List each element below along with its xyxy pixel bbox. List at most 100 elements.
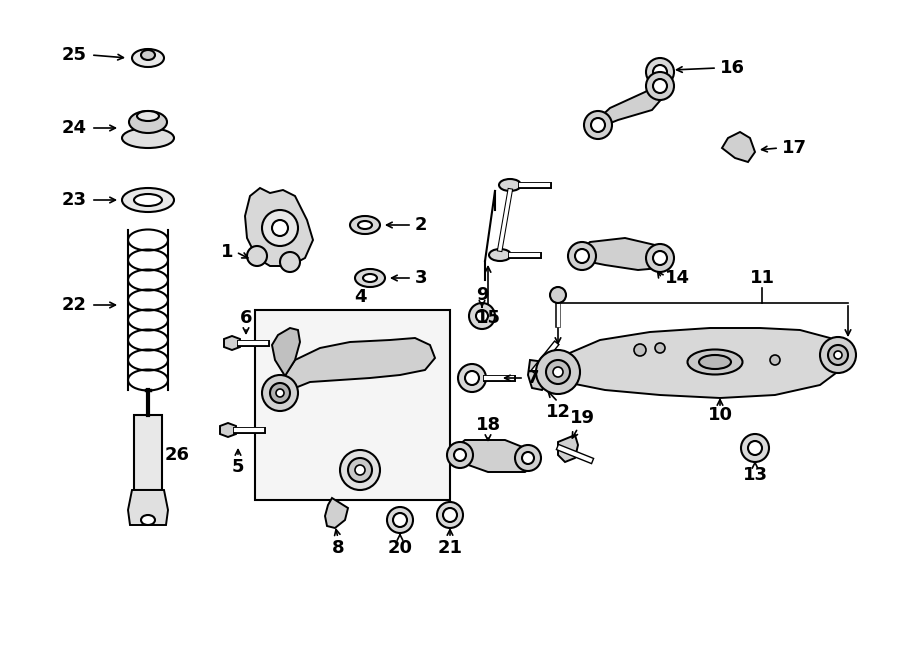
Text: 3: 3 <box>415 269 428 287</box>
Ellipse shape <box>358 221 372 229</box>
Ellipse shape <box>699 355 731 369</box>
Circle shape <box>748 441 762 455</box>
Circle shape <box>469 303 495 329</box>
Circle shape <box>443 508 457 522</box>
Text: 13: 13 <box>742 466 768 484</box>
Circle shape <box>476 310 488 322</box>
Polygon shape <box>578 238 665 270</box>
Text: 22: 22 <box>62 296 87 314</box>
Circle shape <box>655 343 665 353</box>
Circle shape <box>393 513 407 527</box>
Circle shape <box>575 249 589 263</box>
Ellipse shape <box>350 216 380 234</box>
Text: 20: 20 <box>388 539 412 557</box>
Polygon shape <box>128 490 168 525</box>
Polygon shape <box>245 188 313 266</box>
Circle shape <box>247 246 267 266</box>
Circle shape <box>536 350 580 394</box>
Bar <box>134 415 162 490</box>
Text: 25: 25 <box>62 46 87 64</box>
Circle shape <box>276 389 284 397</box>
Circle shape <box>653 251 667 265</box>
Text: 24: 24 <box>62 119 87 137</box>
Ellipse shape <box>134 194 162 206</box>
Bar <box>255 310 450 500</box>
Text: 26: 26 <box>165 446 190 464</box>
Circle shape <box>447 442 473 468</box>
Circle shape <box>653 65 667 79</box>
Circle shape <box>454 449 466 461</box>
Ellipse shape <box>129 111 167 133</box>
Text: 14: 14 <box>665 269 690 287</box>
Circle shape <box>553 367 563 377</box>
Circle shape <box>262 210 298 246</box>
Text: 21: 21 <box>437 539 463 557</box>
Ellipse shape <box>122 188 174 212</box>
Circle shape <box>546 360 570 384</box>
Circle shape <box>340 450 380 490</box>
Polygon shape <box>558 435 578 462</box>
Ellipse shape <box>141 50 155 60</box>
Circle shape <box>465 371 479 385</box>
Text: 9: 9 <box>476 286 488 304</box>
Text: 23: 23 <box>62 191 87 209</box>
Circle shape <box>646 58 674 86</box>
Circle shape <box>770 355 780 365</box>
Text: 2: 2 <box>415 216 428 234</box>
Ellipse shape <box>499 179 521 191</box>
Ellipse shape <box>688 350 742 375</box>
Polygon shape <box>722 132 755 162</box>
Text: 19: 19 <box>570 409 595 427</box>
Circle shape <box>280 252 300 272</box>
Circle shape <box>348 458 372 482</box>
Circle shape <box>584 111 612 139</box>
Text: 11: 11 <box>750 269 775 287</box>
Text: 18: 18 <box>475 416 500 434</box>
Text: 7: 7 <box>527 369 539 387</box>
Circle shape <box>458 364 486 392</box>
Polygon shape <box>595 82 665 128</box>
Ellipse shape <box>137 495 159 505</box>
Text: 6: 6 <box>239 309 252 327</box>
Polygon shape <box>272 328 300 376</box>
Circle shape <box>262 375 298 411</box>
Circle shape <box>591 118 605 132</box>
Circle shape <box>522 452 534 464</box>
Circle shape <box>550 287 566 303</box>
Text: 8: 8 <box>332 539 345 557</box>
Polygon shape <box>552 328 845 398</box>
Circle shape <box>741 434 769 462</box>
Polygon shape <box>224 336 240 350</box>
Circle shape <box>634 344 646 356</box>
Text: 5: 5 <box>232 458 244 476</box>
Ellipse shape <box>122 128 174 148</box>
Text: 17: 17 <box>782 139 807 157</box>
Polygon shape <box>325 498 348 528</box>
Circle shape <box>270 383 290 403</box>
Polygon shape <box>278 338 435 400</box>
Circle shape <box>568 242 596 270</box>
Ellipse shape <box>137 111 159 121</box>
Circle shape <box>653 79 667 93</box>
Text: 4: 4 <box>354 288 366 306</box>
Text: 16: 16 <box>720 59 745 77</box>
Circle shape <box>437 502 463 528</box>
Text: 10: 10 <box>707 406 733 424</box>
Polygon shape <box>220 423 236 437</box>
Ellipse shape <box>363 274 377 282</box>
Polygon shape <box>528 360 548 390</box>
Circle shape <box>646 244 674 272</box>
Circle shape <box>646 72 674 100</box>
Circle shape <box>272 220 288 236</box>
Ellipse shape <box>489 249 511 261</box>
Ellipse shape <box>355 269 385 287</box>
Ellipse shape <box>143 498 153 502</box>
Circle shape <box>355 465 365 475</box>
Text: 12: 12 <box>545 403 571 421</box>
Circle shape <box>834 351 842 359</box>
Ellipse shape <box>132 49 164 67</box>
Circle shape <box>515 445 541 471</box>
Text: 15: 15 <box>475 309 500 327</box>
Circle shape <box>820 337 856 373</box>
Circle shape <box>387 507 413 533</box>
